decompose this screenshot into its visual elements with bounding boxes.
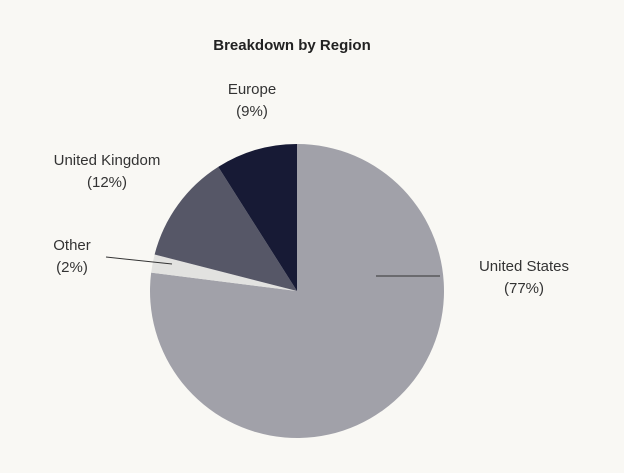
- leader-line: [105, 256, 173, 265]
- slice-label: Europe: [228, 81, 276, 98]
- chart-title: Breakdown by Region: [213, 37, 371, 54]
- pie-slice: [151, 254, 297, 291]
- pie-slice: [154, 166, 297, 291]
- pie-slice: [218, 144, 297, 291]
- value-label: (77%): [504, 280, 544, 297]
- slice-label: United States: [479, 258, 569, 275]
- value-label: (9%): [236, 103, 268, 120]
- slice-label: United Kingdom: [54, 152, 161, 169]
- slice-label: Other: [53, 237, 91, 254]
- value-label: (2%): [56, 259, 88, 276]
- value-label: (12%): [87, 174, 127, 191]
